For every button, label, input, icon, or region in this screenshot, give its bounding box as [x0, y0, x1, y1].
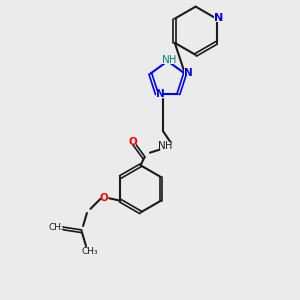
Text: H: H [165, 141, 172, 151]
Text: CH₃: CH₃ [82, 248, 98, 256]
Text: N: N [158, 141, 166, 151]
Text: N: N [155, 89, 164, 99]
Text: CH₂: CH₂ [49, 223, 65, 232]
FancyBboxPatch shape [101, 195, 107, 201]
Text: O: O [100, 193, 108, 203]
Text: N: N [214, 13, 223, 23]
FancyBboxPatch shape [162, 57, 174, 64]
FancyBboxPatch shape [156, 91, 163, 97]
FancyBboxPatch shape [158, 142, 172, 149]
Text: O: O [128, 137, 137, 147]
Text: N: N [162, 56, 170, 65]
FancyBboxPatch shape [130, 139, 136, 145]
Text: N: N [184, 68, 192, 77]
Text: H: H [169, 56, 176, 65]
FancyBboxPatch shape [184, 69, 191, 76]
FancyBboxPatch shape [50, 224, 63, 231]
FancyBboxPatch shape [82, 248, 96, 255]
FancyBboxPatch shape [214, 14, 222, 22]
